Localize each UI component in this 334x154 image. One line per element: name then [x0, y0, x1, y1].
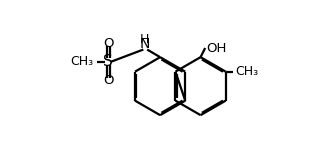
Text: OH: OH	[206, 42, 226, 55]
Text: S: S	[103, 54, 113, 69]
Text: O: O	[103, 37, 114, 50]
Text: N: N	[140, 37, 150, 51]
Text: O: O	[103, 74, 114, 87]
Text: CH₃: CH₃	[70, 55, 93, 68]
Text: CH₃: CH₃	[235, 65, 258, 78]
Text: H: H	[140, 33, 150, 47]
